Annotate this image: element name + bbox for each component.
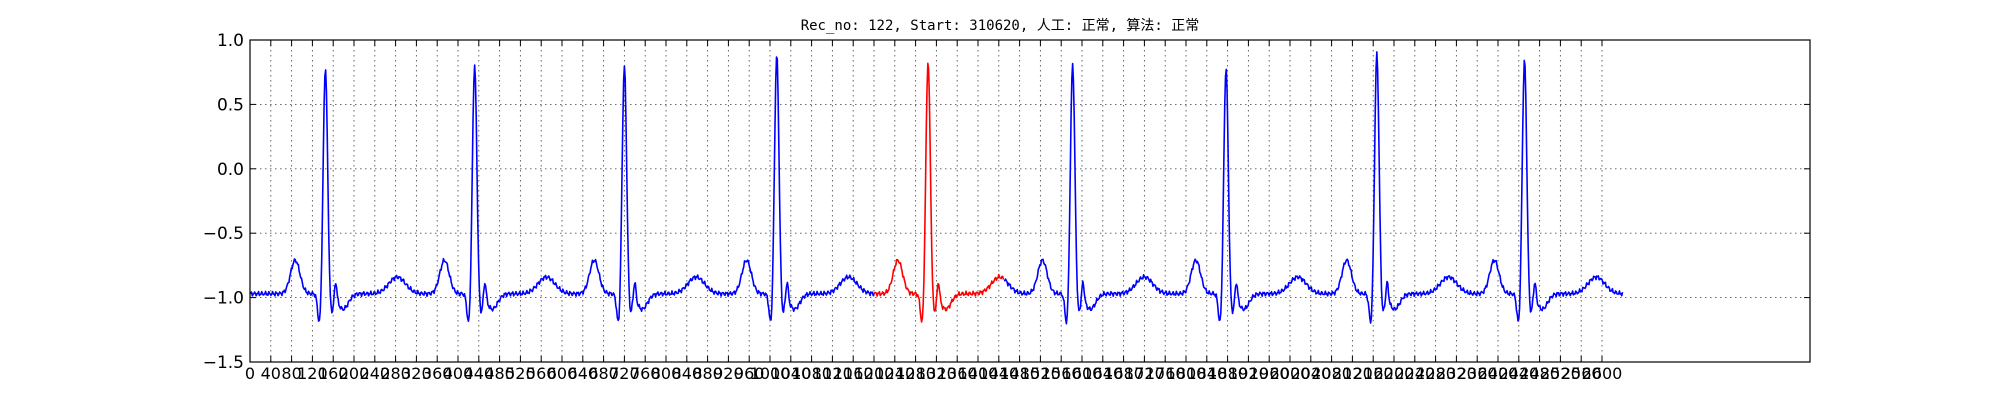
x-tick-label: 2160 [1353,364,1394,383]
x-tick-label: 2000 [1270,364,1311,383]
ecg-trace [249,51,1624,325]
x-tick-label: 1320 [916,364,957,383]
x-tick-label: 1880 [1207,364,1248,383]
x-tick-label: 2240 [1394,364,1435,383]
x-tick-label: 960 [734,364,765,383]
x-tick-label: 1120 [812,364,853,383]
x-tick-label: 440 [464,364,495,383]
plot-frame [249,39,1811,363]
x-tick-label: 640 [568,364,599,383]
x-tick-label: 1360 [937,364,978,383]
x-tick-label: 1520 [1020,364,1061,383]
x-tick-label: 920 [713,364,744,383]
y-tick-label: 1.0 [217,31,244,51]
x-tick-label: 1440 [978,364,1019,383]
x-tick-label: 1840 [1186,364,1227,383]
x-tick-label: 360 [422,364,453,383]
x-tick-label: 120 [297,364,328,383]
x-tick-label: 2600 [1582,364,1623,383]
x-tick-label: 200 [339,364,370,383]
x-tick-label: 1200 [854,364,895,383]
x-tick-label: 520 [505,364,536,383]
x-tick-label: 2120 [1332,364,1373,383]
x-tick-label: 1920 [1228,364,1269,383]
x-tick-label: 2200 [1374,364,1415,383]
ecg-series-highlight [873,62,1005,323]
x-tick-label: 1560 [1041,364,1082,383]
x-tick-label: 240 [360,364,391,383]
x-tick-label: 880 [692,364,723,383]
x-tick-label: 760 [630,364,661,383]
x-tick-label: 1800 [1166,364,1207,383]
x-tick-label: 320 [401,364,432,383]
x-tick-label: 1760 [1145,364,1186,383]
x-tick-label: 2360 [1457,364,1498,383]
x-tick-label: 2320 [1436,364,1477,383]
y-axis: 1.0 0.5 0.0 −0.5 −1.0 −1.5 [203,31,1810,373]
x-tick-label: 480 [484,364,515,383]
x-tick-label: 1600 [1062,364,1103,383]
x-tick-label: 2520 [1540,364,1581,383]
x-tick-label: 1240 [874,364,915,383]
x-tick-label: 1680 [1103,364,1144,383]
x-tick-label: 1280 [895,364,936,383]
x-tick-label: 840 [672,364,703,383]
y-tick-label: 0.5 [217,95,244,115]
x-tick-label: 80 [281,364,301,383]
x-tick-label: 2440 [1498,364,1539,383]
x-tick-label: 0 [245,364,255,383]
x-tick-label: 680 [588,364,619,383]
x-tick-label: 800 [651,364,682,383]
x-tick-label: 400 [443,364,474,383]
x-tick-label: 2480 [1519,364,1560,383]
x-tick-label: 600 [547,364,578,383]
x-axis: 0 40 8012016020024028032036040044048052056… [245,40,1622,383]
x-tick-label: 2040 [1290,364,1331,383]
chart-title: Rec_no: 122, Start: 310620, 人工: 正常, 算法: … [801,18,1200,34]
ecg-series-normal [249,56,875,323]
x-tick-label: 40 [261,364,281,383]
y-tick-label: −1.0 [203,289,244,309]
x-tick-label: 1080 [791,364,832,383]
x-tick-label: 2080 [1311,364,1352,383]
x-tick-label: 1480 [999,364,1040,383]
x-tick-label: 1160 [833,364,874,383]
x-tick-label: 1720 [1124,364,1165,383]
x-tick-label: 1400 [958,364,999,383]
x-tick-label: 280 [380,364,411,383]
x-tick-label: 720 [609,364,640,383]
x-tick-label: 2560 [1561,364,1602,383]
ecg-series-normal [1003,51,1624,325]
y-tick-label: −0.5 [203,224,244,244]
x-tick-label: 1000 [750,364,791,383]
x-tick-label: 2400 [1478,364,1519,383]
y-tick-label: −1.5 [203,353,244,373]
x-tick-label: 560 [526,364,557,383]
grid-lines [250,40,1810,362]
x-tick-label: 2280 [1415,364,1456,383]
x-tick-label: 1640 [1082,364,1123,383]
x-tick-label: 1960 [1249,364,1290,383]
x-tick-label: 1040 [770,364,811,383]
y-tick-label: 0.0 [217,160,244,180]
x-tick-label: 160 [318,364,349,383]
